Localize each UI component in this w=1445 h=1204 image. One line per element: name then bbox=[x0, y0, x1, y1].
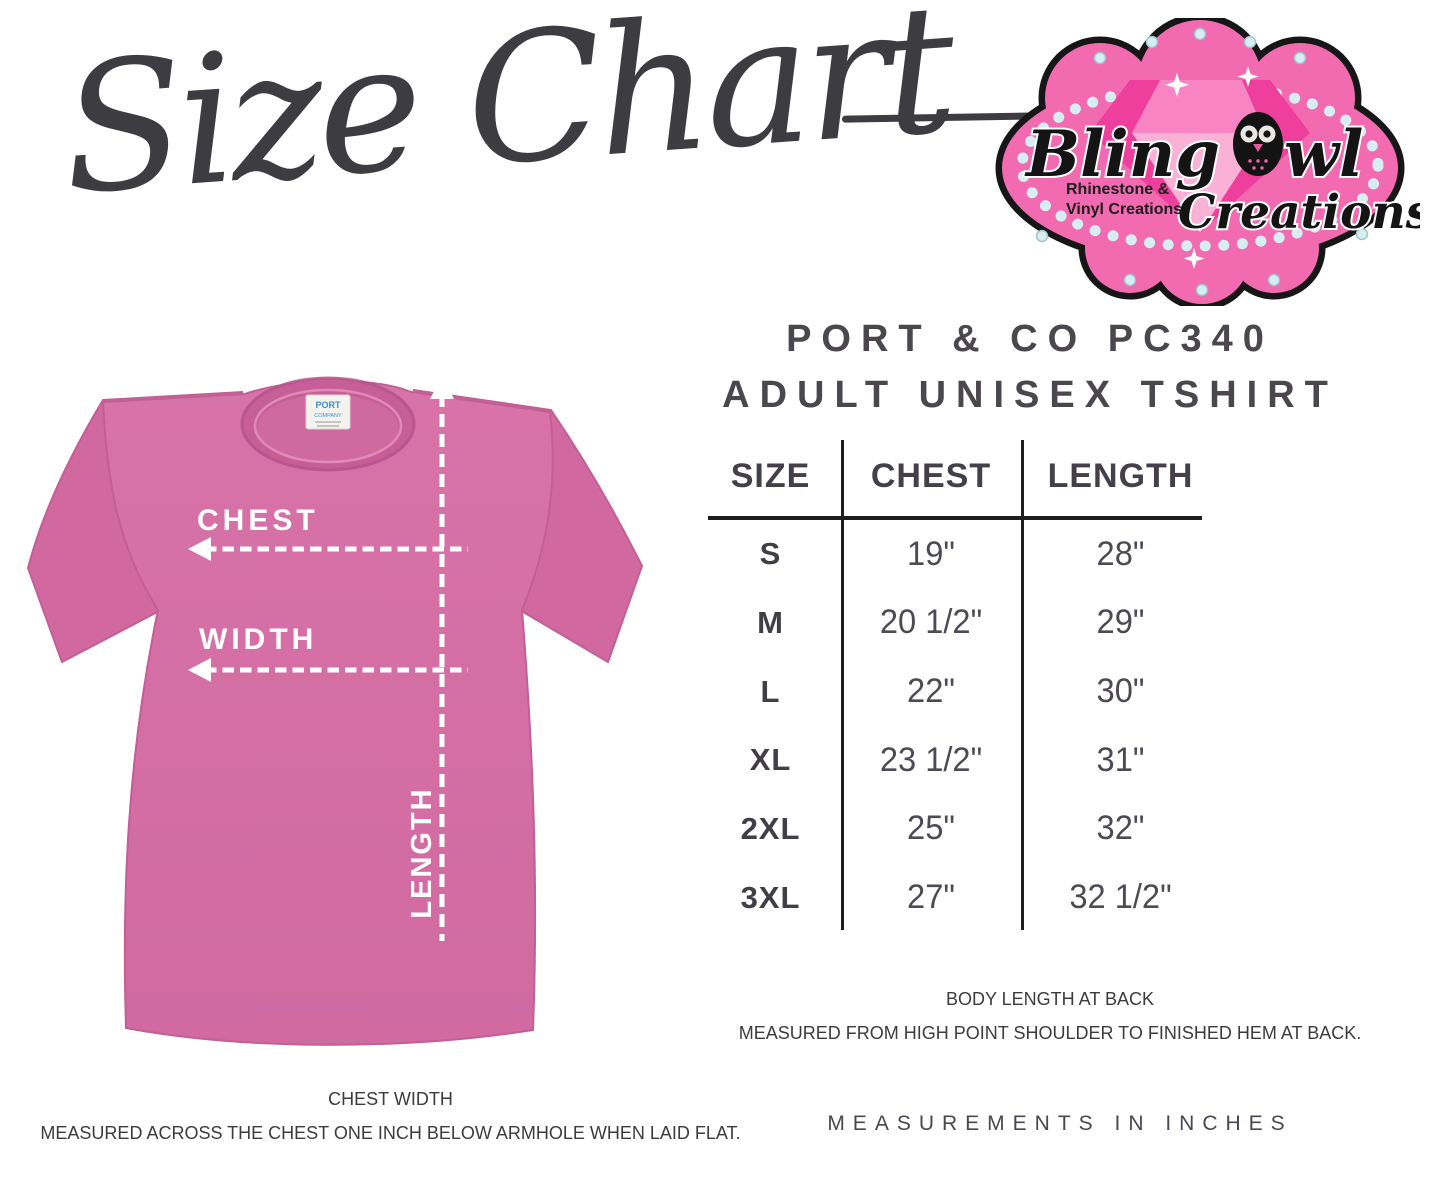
table-column-divider bbox=[1021, 440, 1024, 930]
owl-icon bbox=[1233, 112, 1283, 176]
cell-length: 31" bbox=[1096, 740, 1145, 779]
brand-text-bling: Bling bbox=[1024, 117, 1220, 192]
rhinestone-dots bbox=[1035, 27, 1369, 297]
sparkle-icons bbox=[1164, 66, 1259, 269]
length-label: LENGTH bbox=[406, 787, 438, 918]
width-arrowhead-icon bbox=[188, 658, 211, 682]
table-row: S 19" 28" bbox=[700, 520, 1220, 589]
neck-label: PORT COMPANY bbox=[305, 394, 351, 430]
cell-length: 32 1/2" bbox=[1069, 878, 1172, 917]
cell-chest: 27" bbox=[907, 878, 955, 917]
width-label: WIDTH bbox=[199, 623, 317, 656]
table-header-divider bbox=[708, 516, 1202, 520]
length-note-line2: MEASURED FROM HIGH POINT SHOULDER TO FIN… bbox=[738, 1023, 1362, 1043]
cell-chest: 25" bbox=[907, 809, 955, 848]
chest-arrowhead-icon bbox=[188, 537, 211, 561]
cell-size: L bbox=[760, 673, 781, 709]
product-heading: PORT & CO PC340 ADULT UNISEX TSHIRT bbox=[660, 318, 1400, 417]
chest-note-line1: CHEST WIDTH bbox=[328, 1089, 453, 1109]
cell-length: 28" bbox=[1096, 534, 1145, 573]
logo-tagline-line2: Vinyl Creations bbox=[1066, 201, 1182, 218]
cell-size: 3XL bbox=[740, 879, 801, 915]
tshirt-body bbox=[101, 380, 554, 1046]
table-row: 2XL 25" 32" bbox=[700, 795, 1220, 864]
length-note-line1: BODY LENGTH AT BACK bbox=[945, 989, 1155, 1009]
cell-length: 29" bbox=[1096, 603, 1145, 642]
length-arrowhead-icon bbox=[430, 376, 454, 399]
cell-chest: 23 1/2" bbox=[879, 740, 983, 779]
chest-note: CHEST WIDTH MEASURED ACROSS THE CHEST ON… bbox=[18, 1082, 763, 1150]
brand-text-wl: wl bbox=[1284, 117, 1363, 192]
cell-chest: 20 1/2" bbox=[879, 603, 983, 642]
table-row: M 20 1/2" 29" bbox=[700, 589, 1220, 658]
page-title: Size Chart bbox=[55, 0, 957, 234]
product-heading-line1: PORT & CO PC340 bbox=[786, 318, 1274, 360]
cell-size: XL bbox=[749, 742, 792, 778]
product-heading-line2: ADULT UNISEX TSHIRT bbox=[722, 374, 1338, 416]
table-header-row: SIZE CHEST LENGTH bbox=[700, 436, 1220, 516]
size-table: SIZE CHEST LENGTH S 19" 28" M 20 1/2" 29… bbox=[700, 436, 1220, 936]
cell-size: S bbox=[759, 536, 782, 572]
units-note: MEASUREMENTS IN INCHES bbox=[827, 1112, 1293, 1135]
brand-text-creations: Creations bbox=[1178, 185, 1420, 240]
table-body: S 19" 28" M 20 1/2" 29" L 22" 30" XL 23 … bbox=[700, 520, 1220, 932]
cell-size: 2XL bbox=[740, 810, 801, 846]
chest-label: CHEST bbox=[197, 504, 319, 537]
cell-size: M bbox=[757, 604, 784, 640]
table-column-divider bbox=[841, 440, 844, 930]
table-header-chest: CHEST bbox=[870, 456, 992, 495]
cell-length: 32" bbox=[1096, 809, 1145, 848]
table-row: XL 23 1/2" 31" bbox=[700, 726, 1220, 795]
brand-logo: Bling wl Creations Rhinestone & Vinyl Cr… bbox=[995, 18, 1420, 306]
cell-chest: 22" bbox=[907, 672, 955, 711]
neck-label-brand-line2: COMPANY bbox=[314, 413, 342, 419]
table-header-size: SIZE bbox=[730, 456, 811, 495]
chest-note-line2: MEASURED ACROSS THE CHEST ONE INCH BELOW… bbox=[40, 1123, 741, 1143]
logo-tagline-line1: Rhinestone & bbox=[1066, 181, 1170, 198]
length-note: BODY LENGTH AT BACK MEASURED FROM HIGH P… bbox=[660, 982, 1440, 1050]
cell-length: 30" bbox=[1096, 672, 1145, 711]
table-row: L 22" 30" bbox=[700, 657, 1220, 726]
table-row: 3XL 27" 32 1/2" bbox=[700, 863, 1220, 932]
table-header-length: LENGTH bbox=[1047, 456, 1194, 495]
neck-label-brand-line1: PORT bbox=[315, 400, 341, 410]
tshirt-graphic: PORT COMPANY CHEST WIDTH LENGTH bbox=[26, 376, 644, 1046]
cell-chest: 19" bbox=[907, 534, 955, 573]
